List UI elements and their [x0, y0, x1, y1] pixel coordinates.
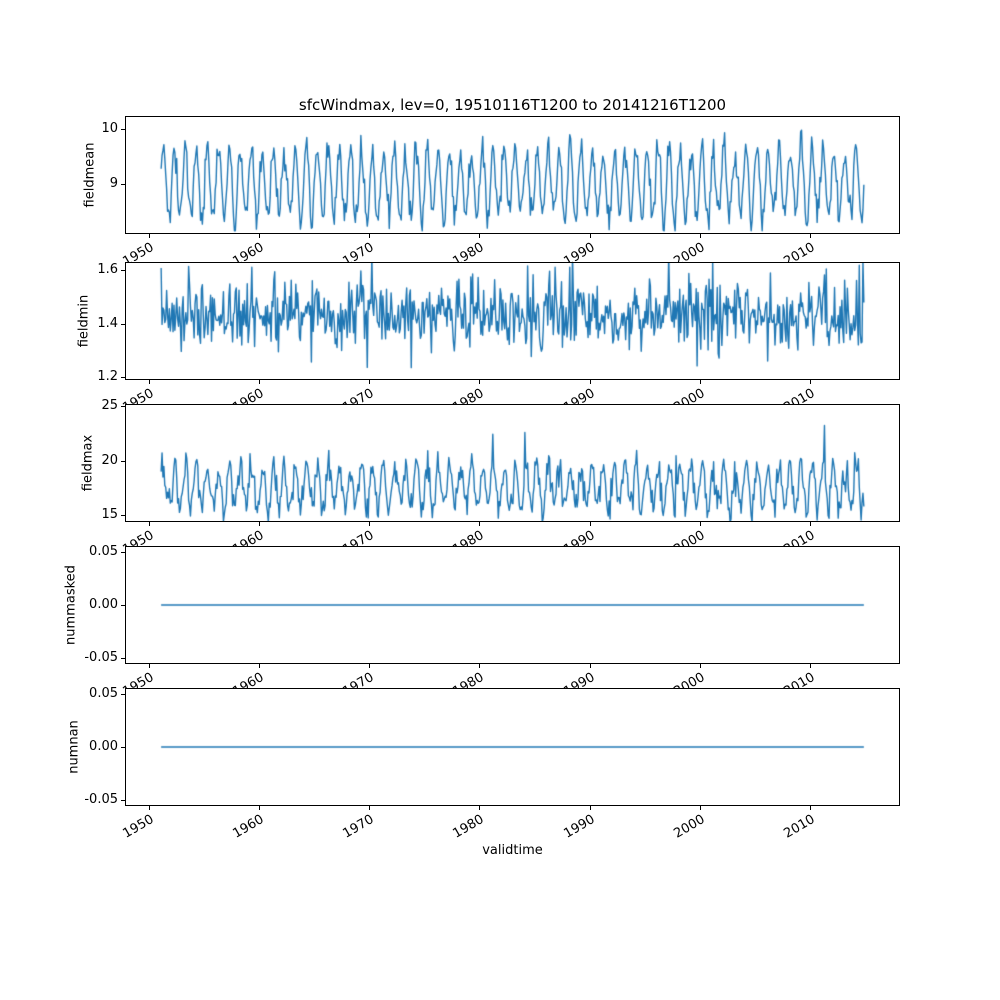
- y-tick-mark: [121, 515, 125, 517]
- y-tick-mark: [121, 552, 125, 554]
- x-tick-mark: [148, 380, 150, 384]
- x-tick-label: 1990: [561, 812, 598, 842]
- y-tick-label: 0.00: [89, 597, 118, 612]
- subplot-fieldmin: [125, 262, 900, 380]
- y-tick-label: 10: [101, 120, 118, 136]
- y-tick-label: 25: [101, 398, 118, 414]
- y-tick-mark: [121, 323, 125, 325]
- x-tick-mark: [258, 380, 260, 384]
- x-tick-mark: [148, 522, 150, 526]
- x-tick-mark: [369, 380, 371, 384]
- x-tick-mark: [589, 234, 591, 238]
- x-axis-label: validtime: [482, 843, 543, 858]
- y-tick-label: 15: [101, 507, 118, 523]
- x-tick-mark: [589, 664, 591, 668]
- subplot-fieldmax: [125, 404, 900, 522]
- x-tick-label: 1980: [450, 812, 488, 842]
- x-tick-mark: [810, 234, 812, 238]
- y-tick-mark: [121, 460, 125, 462]
- y-tick-mark: [121, 406, 125, 408]
- x-tick-label: 2010: [781, 812, 818, 842]
- x-tick-mark: [479, 806, 481, 810]
- x-tick-mark: [699, 380, 701, 384]
- y-tick-label: 9: [109, 176, 118, 192]
- x-tick-mark: [258, 522, 260, 526]
- x-tick-mark: [699, 522, 701, 526]
- x-tick-mark: [258, 234, 260, 238]
- y-tick-mark: [121, 128, 125, 130]
- chart-title: sfcWindmax, lev=0, 19510116T1200 to 2014…: [298, 96, 727, 114]
- y-tick-mark: [121, 657, 125, 659]
- numnan-line: [126, 689, 899, 805]
- y-tick-label: -0.05: [84, 649, 118, 665]
- subplot-fieldmean: [125, 116, 900, 234]
- y-tick-label: 0.05: [89, 544, 118, 560]
- y-tick-mark: [121, 747, 125, 748]
- x-tick-mark: [258, 664, 260, 668]
- subplot-nummasked: [125, 546, 900, 664]
- y-tick-mark: [121, 184, 125, 186]
- x-tick-mark: [589, 380, 591, 384]
- y-tick-mark: [121, 605, 125, 606]
- y-tick-mark: [121, 799, 125, 801]
- x-tick-mark: [148, 806, 150, 810]
- x-tick-mark: [479, 522, 481, 526]
- x-tick-mark: [699, 806, 701, 810]
- y-tick-label: -0.05: [84, 791, 118, 807]
- x-tick-mark: [369, 234, 371, 238]
- x-tick-mark: [479, 234, 481, 238]
- x-tick-mark: [148, 664, 150, 668]
- x-tick-mark: [699, 234, 701, 238]
- y-tick-label: 1.4: [97, 315, 118, 331]
- x-tick-label: 1960: [230, 812, 267, 842]
- x-tick-mark: [810, 806, 812, 810]
- y-tick-label: 0.00: [89, 739, 118, 754]
- fieldmin-line: [126, 263, 899, 379]
- x-tick-mark: [699, 664, 701, 668]
- y-tick-mark: [121, 694, 125, 696]
- x-tick-mark: [810, 664, 812, 668]
- x-tick-label: 2000: [671, 812, 708, 842]
- x-tick-mark: [148, 234, 150, 238]
- y-tick-label: 20: [101, 452, 118, 468]
- fieldmean-line: [126, 117, 899, 233]
- x-tick-label: 1970: [340, 812, 377, 842]
- subplot-numnan: [125, 688, 900, 806]
- x-tick-mark: [810, 380, 812, 384]
- x-tick-mark: [589, 522, 591, 526]
- nummasked-line: [126, 547, 899, 663]
- x-tick-mark: [369, 664, 371, 668]
- y-tick-label: 0.05: [89, 686, 118, 702]
- x-tick-mark: [479, 664, 481, 668]
- fieldmax-line: [126, 405, 899, 521]
- x-tick-mark: [258, 806, 260, 810]
- x-tick-mark: [479, 380, 481, 384]
- x-tick-mark: [369, 522, 371, 526]
- y-tick-label: 1.2: [97, 369, 118, 385]
- y-axis-label-fieldmean: fieldmean: [82, 142, 98, 208]
- y-tick-label: 1.6: [97, 262, 118, 278]
- x-tick-mark: [810, 522, 812, 526]
- x-tick-label: 1950: [120, 812, 157, 842]
- x-tick-mark: [369, 806, 371, 810]
- y-tick-mark: [121, 270, 125, 272]
- y-tick-mark: [121, 377, 125, 379]
- x-tick-mark: [589, 806, 591, 810]
